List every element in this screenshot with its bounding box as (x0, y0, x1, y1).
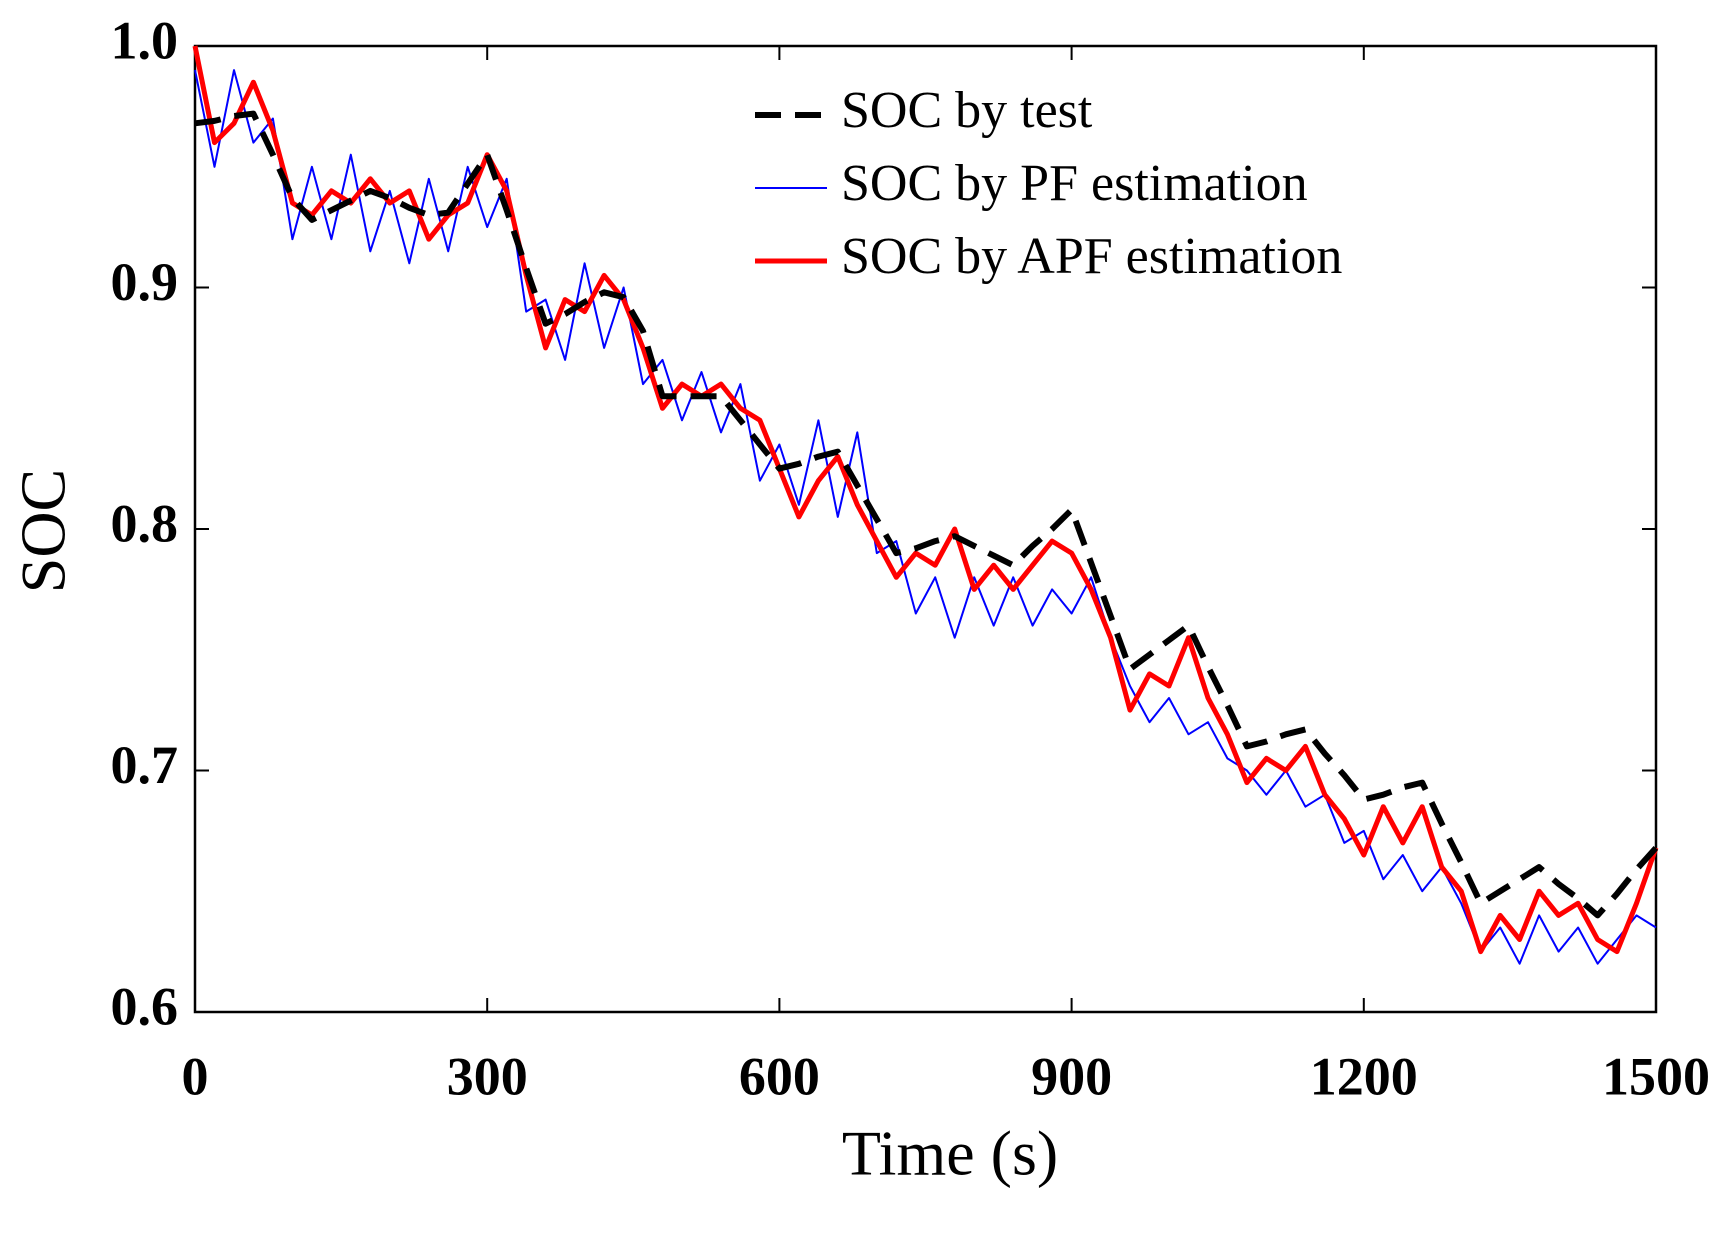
y-axis-label: SOC (8, 469, 79, 594)
legend-label: SOC by test (841, 82, 1093, 139)
y-tick-label: 1.0 (111, 10, 179, 70)
x-tick-label: 300 (447, 1046, 528, 1106)
y-tick-label: 0.8 (111, 493, 179, 553)
x-axis-label: Time (s) (842, 1118, 1058, 1189)
x-tick-label: 1500 (1602, 1046, 1710, 1106)
x-tick-label: 600 (739, 1046, 820, 1106)
legend-label: SOC by APF estimation (841, 228, 1342, 285)
y-tick-label: 0.7 (111, 735, 179, 795)
y-tick-label: 0.6 (111, 976, 179, 1036)
legend-label: SOC by PF estimation (841, 155, 1308, 212)
x-tick-label: 900 (1031, 1046, 1112, 1106)
x-tick-label: 0 (182, 1046, 209, 1106)
x-tick-label: 1200 (1310, 1046, 1418, 1106)
series-line (192, 45, 1659, 955)
y-tick-label: 0.9 (111, 252, 179, 312)
series-line (194, 69, 1657, 965)
series-line (194, 110, 1659, 919)
